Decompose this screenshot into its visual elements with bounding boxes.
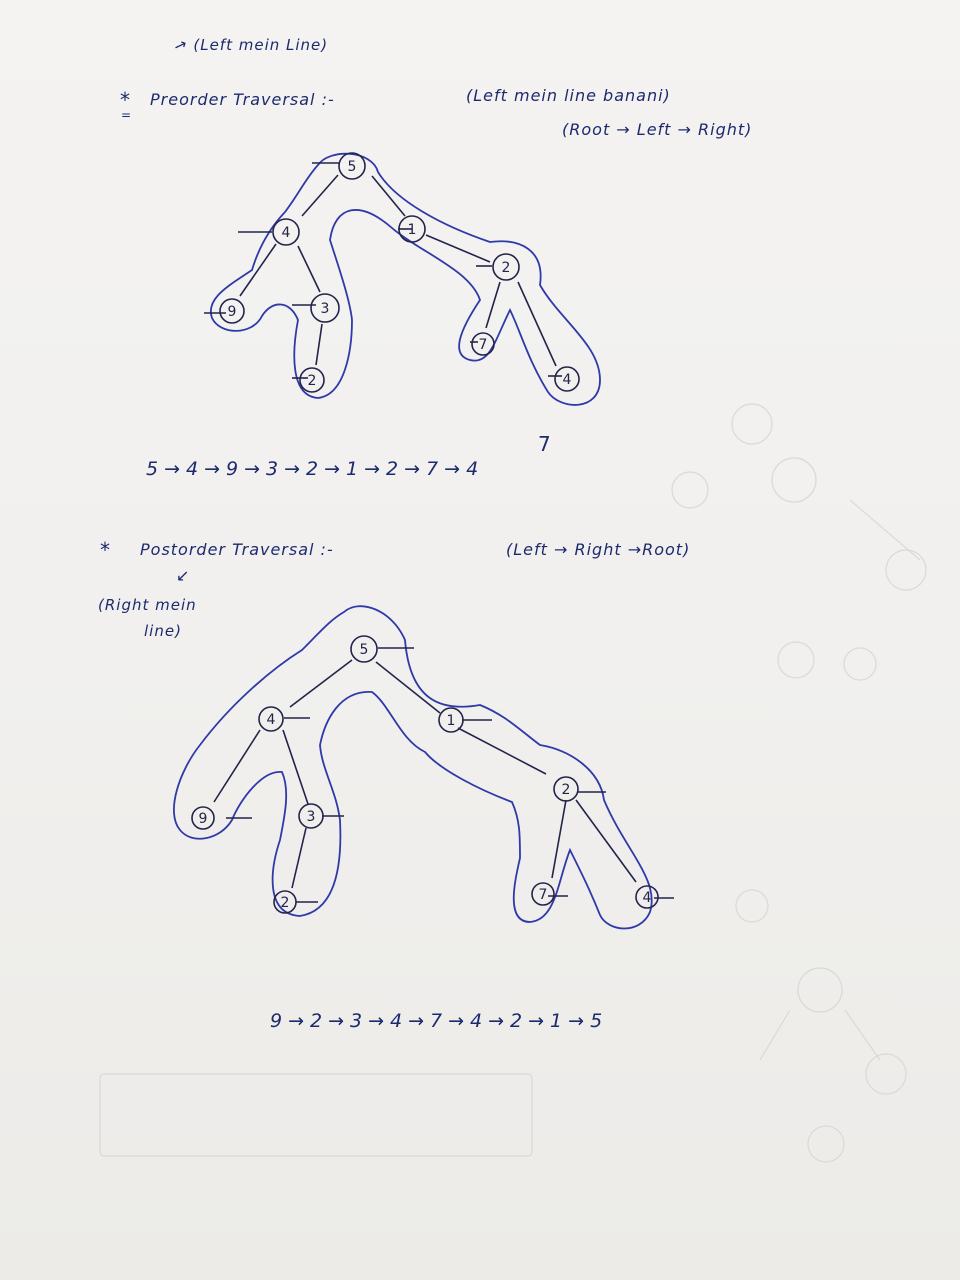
node-2-leaf-label: 2 bbox=[308, 373, 317, 389]
node-4-leaf-label: 4 bbox=[563, 372, 572, 388]
node-1 bbox=[438, 707, 464, 733]
edge-1-2 bbox=[457, 727, 547, 775]
node-4-leaf-label: 4 bbox=[643, 890, 652, 906]
postorder-star: * bbox=[100, 538, 110, 562]
node-4 bbox=[272, 218, 300, 246]
node-1 bbox=[398, 215, 426, 243]
node-1-label: 1 bbox=[408, 222, 417, 238]
node-2-leaf bbox=[273, 890, 297, 914]
node-4 bbox=[258, 706, 284, 732]
node-7-label: 7 bbox=[539, 887, 548, 903]
node-4-label: 4 bbox=[282, 225, 291, 241]
edge-2-7 bbox=[485, 281, 501, 329]
edge-5-1 bbox=[371, 175, 406, 217]
preorder-order-rule: (Root → Left → Right) bbox=[562, 120, 753, 139]
preorder-sequence: 5→4→9→3→2→1→2→7→4 bbox=[146, 458, 485, 480]
node-2-inner-label: 2 bbox=[562, 782, 571, 798]
node-3 bbox=[298, 803, 324, 829]
edge-5-4 bbox=[289, 659, 353, 708]
edge-3-2 bbox=[291, 827, 307, 889]
underline-mark: = bbox=[121, 108, 132, 122]
node-4-leaf bbox=[554, 366, 580, 392]
edge-4-3 bbox=[282, 729, 309, 805]
node-5 bbox=[350, 635, 378, 663]
node-3 bbox=[310, 293, 340, 323]
edge-5-1 bbox=[375, 661, 441, 714]
node-5-label: 5 bbox=[360, 642, 369, 658]
node-2-leaf bbox=[299, 367, 325, 393]
preorder-traversal-outline bbox=[209, 152, 601, 406]
left-line-note: → (Left mein Line) bbox=[170, 33, 329, 57]
edge-2-4 bbox=[517, 281, 557, 367]
down-left-arrow-icon: ↙ bbox=[176, 566, 190, 585]
edge-2-7 bbox=[551, 799, 567, 879]
postorder-heading: Postorder Traversal :- bbox=[140, 540, 334, 559]
node-2-inner bbox=[492, 253, 520, 281]
right-line-note-1: (Right mein bbox=[98, 596, 197, 614]
node-5 bbox=[338, 152, 366, 180]
node-2-inner-label: 2 bbox=[502, 260, 511, 276]
node-9 bbox=[219, 298, 245, 324]
node-7 bbox=[471, 332, 495, 356]
postorder-sequence: 9→2→3→4→7→4→2→1→5 bbox=[270, 1010, 609, 1032]
preorder-correction: 7 bbox=[538, 432, 551, 456]
node-2-inner bbox=[553, 776, 579, 802]
edge-2-4 bbox=[575, 799, 637, 883]
node-1-label: 1 bbox=[447, 713, 456, 729]
node-4-leaf bbox=[635, 885, 659, 909]
preorder-star: * bbox=[120, 88, 130, 112]
postorder-order-rule: (Left → Right →Root) bbox=[506, 540, 691, 559]
node-5-label: 5 bbox=[348, 159, 357, 175]
postorder-traversal-outline bbox=[173, 605, 653, 930]
preorder-hint: (Left mein line banani) bbox=[466, 86, 671, 105]
right-line-note-2: line) bbox=[144, 622, 182, 640]
node-3-label: 3 bbox=[307, 809, 316, 825]
node-2-leaf-label: 2 bbox=[281, 895, 290, 911]
edge-1-2 bbox=[425, 234, 491, 263]
edge-4-3 bbox=[297, 245, 321, 293]
node-9 bbox=[191, 806, 215, 830]
edge-4-9 bbox=[213, 729, 261, 803]
node-7-label: 7 bbox=[479, 337, 488, 353]
node-9-label: 9 bbox=[199, 811, 208, 827]
preorder-heading: Preorder Traversal :- bbox=[150, 90, 335, 109]
node-7 bbox=[531, 882, 555, 906]
edge-4-9 bbox=[239, 243, 277, 297]
edge-3-2 bbox=[315, 323, 323, 366]
node-3-label: 3 bbox=[321, 301, 330, 317]
edge-5-4 bbox=[301, 174, 339, 217]
node-4-label: 4 bbox=[267, 712, 276, 728]
node-9-label: 9 bbox=[228, 304, 237, 320]
